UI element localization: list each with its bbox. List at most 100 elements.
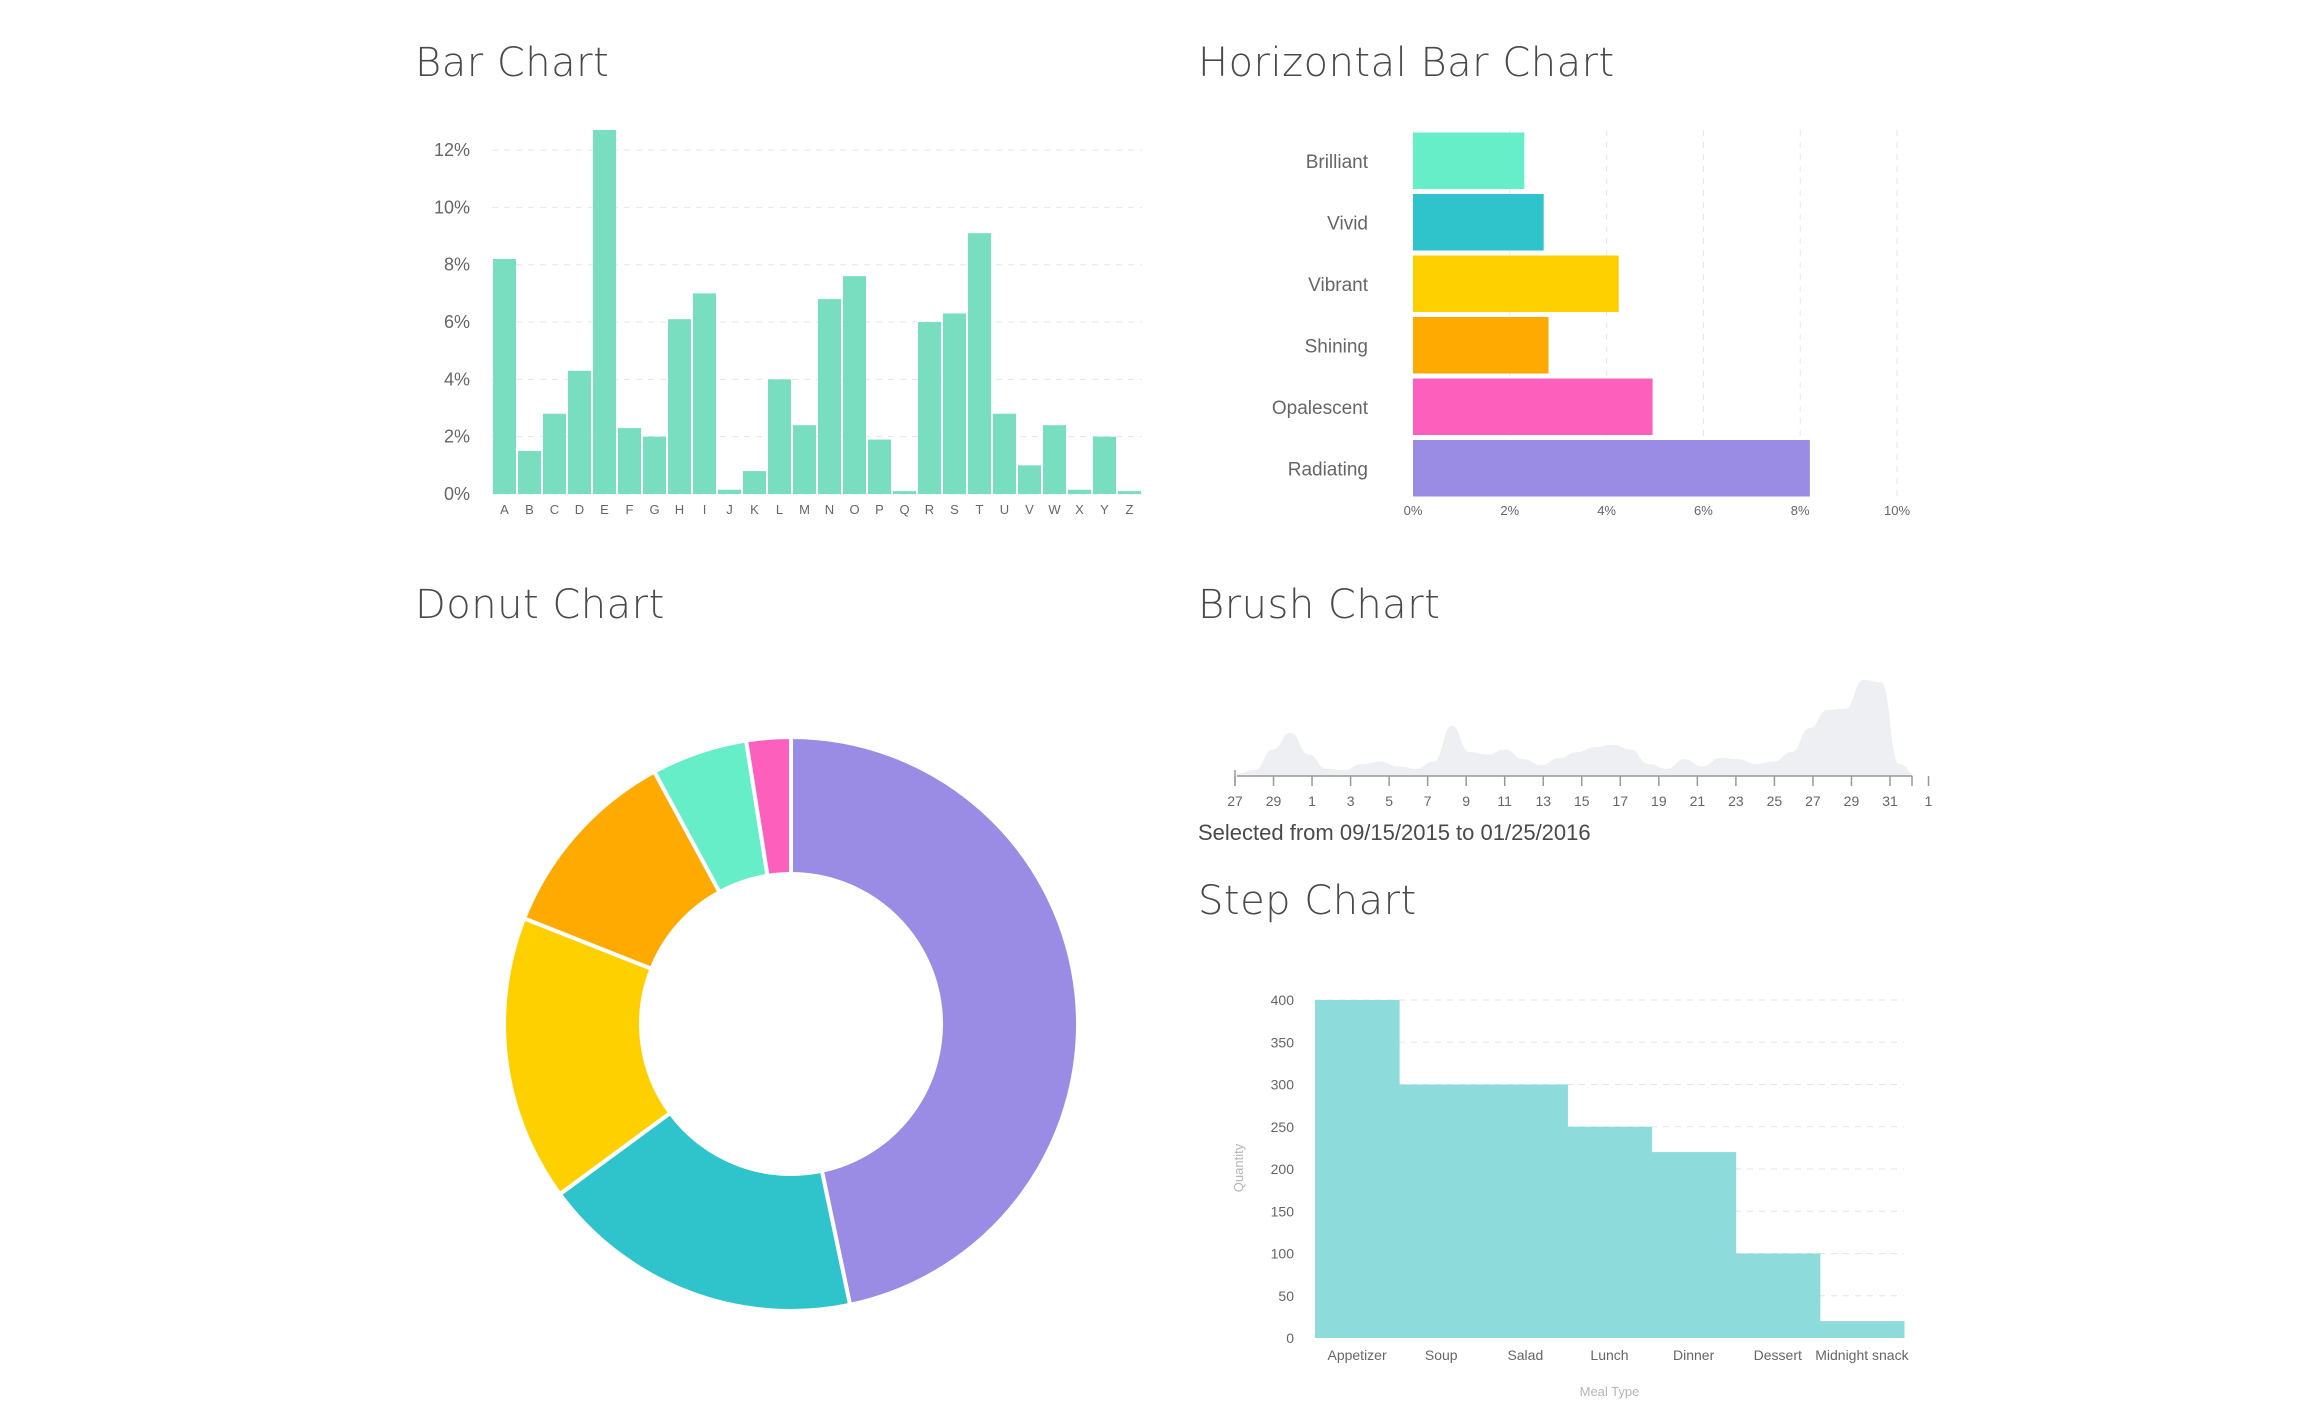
bar-D[interactable] (568, 370, 591, 494)
hbar-opalescent[interactable] (1413, 378, 1653, 436)
horizontal-bar-chart-title: Horizontal Bar Chart (1198, 40, 1615, 86)
brush-x-tick: 3 (1347, 793, 1355, 809)
bar-R[interactable] (918, 322, 941, 494)
bar-x-tick: G (649, 502, 659, 517)
bar-x-tick: H (675, 502, 684, 517)
hbar-x-tick: 10% (1884, 503, 1910, 518)
hbar-category-label: Vivid (1327, 213, 1368, 234)
brush-area[interactable] (1237, 680, 1917, 776)
hbar-category-label: Radiating (1288, 459, 1368, 480)
step-y-tick: 0 (1286, 1330, 1294, 1346)
bar-x-tick: A (500, 502, 509, 517)
brush-caption-text: Selected from 09/15/2015 to 01/25/2016 (1198, 820, 1591, 845)
bar-x-tick: T (976, 502, 984, 517)
bar-Y[interactable] (1093, 436, 1116, 494)
bar-x-tick: R (925, 502, 934, 517)
step-y-tick: 400 (1271, 992, 1295, 1008)
hbar-vibrant[interactable] (1413, 255, 1619, 313)
hbar-brilliant[interactable] (1413, 132, 1525, 190)
brush-x-tick: 5 (1385, 793, 1393, 809)
bar-H[interactable] (668, 319, 691, 494)
hbar-x-tick: 2% (1500, 503, 1519, 518)
brush-x-tick: 9 (1462, 793, 1470, 809)
brush-x-tick: 29 (1844, 793, 1860, 809)
bar-Q[interactable] (893, 491, 916, 494)
bar-I[interactable] (693, 293, 716, 494)
bar-Z[interactable] (1118, 491, 1141, 494)
brush-x-tick: 15 (1574, 793, 1590, 809)
bar-y-tick: 10% (434, 197, 470, 217)
bar-W[interactable] (1043, 425, 1066, 494)
donut-slice-pink[interactable] (743, 734, 793, 879)
hbar-vivid[interactable] (1413, 194, 1544, 251)
bar-x-tick: O (849, 502, 859, 517)
hbar-category-label: Vibrant (1308, 275, 1369, 296)
brush-x-tick: 17 (1613, 793, 1629, 809)
bar-N[interactable] (818, 299, 841, 494)
donut-slice-purple[interactable] (789, 734, 1080, 1308)
bar-x-tick: Z (1126, 502, 1134, 517)
hbar-category-label: Brilliant (1306, 152, 1369, 173)
bar-M[interactable] (793, 425, 816, 494)
bar-K[interactable] (743, 471, 766, 494)
hbar-shining[interactable] (1413, 317, 1549, 374)
bar-G[interactable] (643, 436, 666, 494)
bar-y-tick: 6% (444, 312, 470, 332)
brush-x-tick: 29 (1266, 793, 1282, 809)
bar-x-tick: U (1000, 502, 1009, 517)
bar-x-tick: Q (899, 502, 909, 517)
bar-x-tick: J (726, 502, 733, 517)
bar-O[interactable] (843, 276, 866, 494)
bar-x-tick: K (750, 502, 759, 517)
step-y-tick: 250 (1271, 1119, 1295, 1135)
step-y-tick: 350 (1271, 1034, 1295, 1050)
step-bar-soup[interactable] (1399, 1084, 1484, 1339)
bar-y-tick: 4% (444, 369, 470, 389)
bar-A[interactable] (493, 258, 516, 494)
bar-F[interactable] (618, 428, 641, 494)
step-bar-salad[interactable] (1483, 1084, 1568, 1339)
bar-x-tick: F (626, 502, 634, 517)
bar-y-tick: 2% (444, 427, 470, 447)
step-bar-midnight-snack[interactable] (1819, 1321, 1905, 1338)
hbar-x-tick: 6% (1694, 503, 1713, 518)
bar-U[interactable] (993, 413, 1016, 494)
hbar-radiating[interactable] (1413, 440, 1810, 497)
bar-J[interactable] (718, 489, 741, 494)
donut-chart-title: Donut Chart (415, 582, 665, 628)
step-x-axis-label: Meal Type (1580, 1384, 1640, 1399)
bar-C[interactable] (543, 413, 566, 494)
donut-slice-teal[interactable] (557, 1110, 853, 1313)
bar-S[interactable] (943, 313, 966, 494)
brush-x-tick: 21 (1690, 793, 1706, 809)
hbar-category-label: Shining (1305, 336, 1368, 357)
bar-x-tick: C (550, 502, 559, 517)
step-bar-dessert[interactable] (1735, 1253, 1821, 1339)
bar-T[interactable] (968, 233, 991, 495)
bar-B[interactable] (518, 451, 541, 494)
hbar-category-label: Opalescent (1272, 398, 1369, 419)
step-bar-dinner[interactable] (1651, 1152, 1737, 1338)
bar-y-tick: 12% (434, 140, 470, 160)
bar-x-tick: X (1075, 502, 1084, 517)
donut-slice-yellow[interactable] (502, 915, 673, 1197)
bar-x-tick: L (776, 502, 783, 517)
step-y-tick: 200 (1271, 1161, 1295, 1177)
bar-E[interactable] (593, 130, 616, 494)
brush-x-tick: 11 (1497, 793, 1512, 809)
bar-P[interactable] (868, 439, 891, 494)
step-bar-appetizer[interactable] (1315, 1000, 1400, 1338)
brush-x-tick: 25 (1767, 793, 1783, 809)
bar-V[interactable] (1018, 465, 1041, 494)
bar-X[interactable] (1068, 489, 1091, 494)
bar-x-tick: V (1025, 502, 1034, 517)
bar-x-tick: Y (1100, 502, 1109, 517)
step-bar-lunch[interactable] (1567, 1126, 1653, 1338)
bar-L[interactable] (768, 379, 791, 494)
step-y-tick: 50 (1278, 1288, 1294, 1304)
